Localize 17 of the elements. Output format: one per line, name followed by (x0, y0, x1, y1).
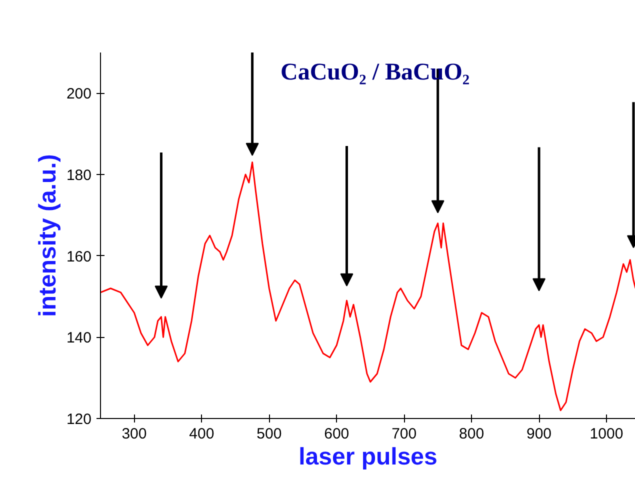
annotation: CaCuO₂ / BaCuO₂ (280, 60, 470, 86)
line-series (100, 162, 635, 412)
y-tick-label: 200 (66, 86, 92, 103)
y-tick-label: 120 (66, 411, 92, 428)
x-tick-label: 300 (122, 426, 147, 442)
x-axis-title: laser pulses (298, 444, 438, 470)
x-tick-label: 400 (189, 426, 214, 442)
x-tick-label: 500 (256, 426, 282, 442)
x-tick-label: 800 (459, 426, 484, 442)
y-axis-title: intensity (a.u.) (34, 154, 62, 317)
y-tick-label: 160 (66, 248, 92, 266)
x-tick-label: 700 (392, 426, 417, 442)
x-tick-label: 600 (324, 426, 350, 442)
y-tick-label: 180 (66, 167, 92, 184)
y-tick-label: 140 (66, 330, 92, 347)
x-tick-label: 900 (526, 426, 552, 442)
x-tick-label: 1000 (590, 426, 624, 442)
